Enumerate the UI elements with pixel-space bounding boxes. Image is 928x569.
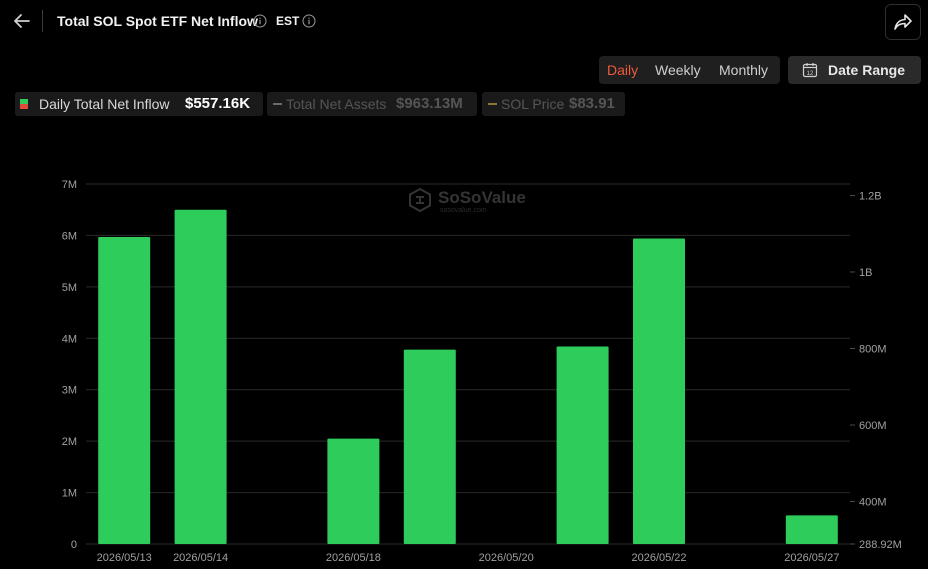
- y-right-tick-label: 800M: [859, 343, 887, 355]
- timezone-label: EST: [276, 14, 300, 28]
- legend-daily-net-inflow[interactable]: Daily Total Net Inflow $557.16K: [15, 92, 263, 116]
- y-right-tick-label: 400M: [859, 497, 887, 509]
- legend-label: Daily Total Net Inflow: [39, 96, 170, 112]
- date-range-button[interactable]: 12 Date Range: [788, 56, 921, 84]
- sosovalue-logo-icon: [409, 187, 431, 213]
- date-range-label: Date Range: [828, 62, 906, 78]
- x-tick-label: 2026/05/27: [784, 552, 839, 564]
- y-left-tick-label: 1M: [62, 488, 77, 500]
- period-weekly-button[interactable]: Weekly: [655, 62, 701, 78]
- back-arrow-icon[interactable]: [10, 9, 34, 33]
- sol-price-line-icon: [488, 103, 497, 105]
- legend-label: SOL Price: [501, 96, 565, 112]
- period-monthly-button[interactable]: Monthly: [719, 62, 769, 78]
- y-right-tick-label: 600M: [859, 420, 887, 432]
- legend-total-net-assets[interactable]: Total Net Assets $963.13M: [267, 92, 477, 116]
- svg-text:12: 12: [807, 71, 814, 77]
- bar: [633, 238, 685, 544]
- y-right-tick-label: 1.2B: [859, 190, 882, 202]
- info-icon[interactable]: [253, 14, 267, 28]
- legend-value: $963.13M: [396, 95, 463, 112]
- share-button[interactable]: [885, 4, 921, 40]
- bar: [403, 349, 456, 544]
- y-left-tick-label: 2M: [62, 436, 77, 448]
- y-left-tick-label: 5M: [62, 282, 77, 294]
- y-left-tick-label: 7M: [62, 179, 77, 191]
- y-left-tick-label: 0: [71, 539, 77, 551]
- net-inflow-chart: 0 1M 2M 3M 4M 5M 6M 7M 288.92M 400M 600M 800M 1B 1.2B…: [62, 179, 902, 564]
- legend-value: $557.16K: [185, 95, 251, 112]
- share-icon: [894, 14, 912, 30]
- y-left-tick-label: 6M: [62, 230, 77, 242]
- legend-value: $83.91: [569, 95, 615, 112]
- period-toggle: Daily Weekly Monthly: [599, 56, 780, 84]
- legend-label: Total Net Assets: [286, 96, 387, 112]
- x-tick-label: 2026/05/22: [631, 552, 686, 564]
- inflow-swatch-icon: [20, 99, 28, 109]
- bar: [785, 515, 838, 544]
- timezone-info-icon[interactable]: [302, 14, 316, 28]
- y-right-tick-label: 1B: [859, 267, 872, 279]
- y-left-tick-label: 4M: [62, 333, 77, 345]
- bar: [174, 209, 227, 544]
- x-tick-label: 2026/05/13: [97, 552, 152, 564]
- header-divider: [42, 10, 43, 32]
- x-tick-label: 2026/05/20: [479, 552, 534, 564]
- sosovalue-watermark: SoSoValue sosovalue.com: [408, 187, 526, 217]
- bar: [556, 346, 609, 544]
- bar: [98, 236, 151, 544]
- net-assets-line-icon: [273, 103, 282, 105]
- calendar-icon: 12: [802, 63, 818, 78]
- period-daily-button[interactable]: Daily: [607, 62, 639, 78]
- bar: [327, 438, 380, 544]
- x-tick-label: 2026/05/14: [173, 552, 228, 564]
- page-title: Total SOL Spot ETF Net Inflow: [57, 13, 258, 29]
- x-tick-label: 2026/05/18: [326, 552, 381, 564]
- legend-sol-price[interactable]: SOL Price $83.91: [482, 92, 625, 116]
- y-right-tick-label: 288.92M: [859, 539, 902, 551]
- y-left-tick-label: 3M: [62, 385, 77, 397]
- header: Total SOL Spot ETF Net Inflow EST: [0, 0, 928, 44]
